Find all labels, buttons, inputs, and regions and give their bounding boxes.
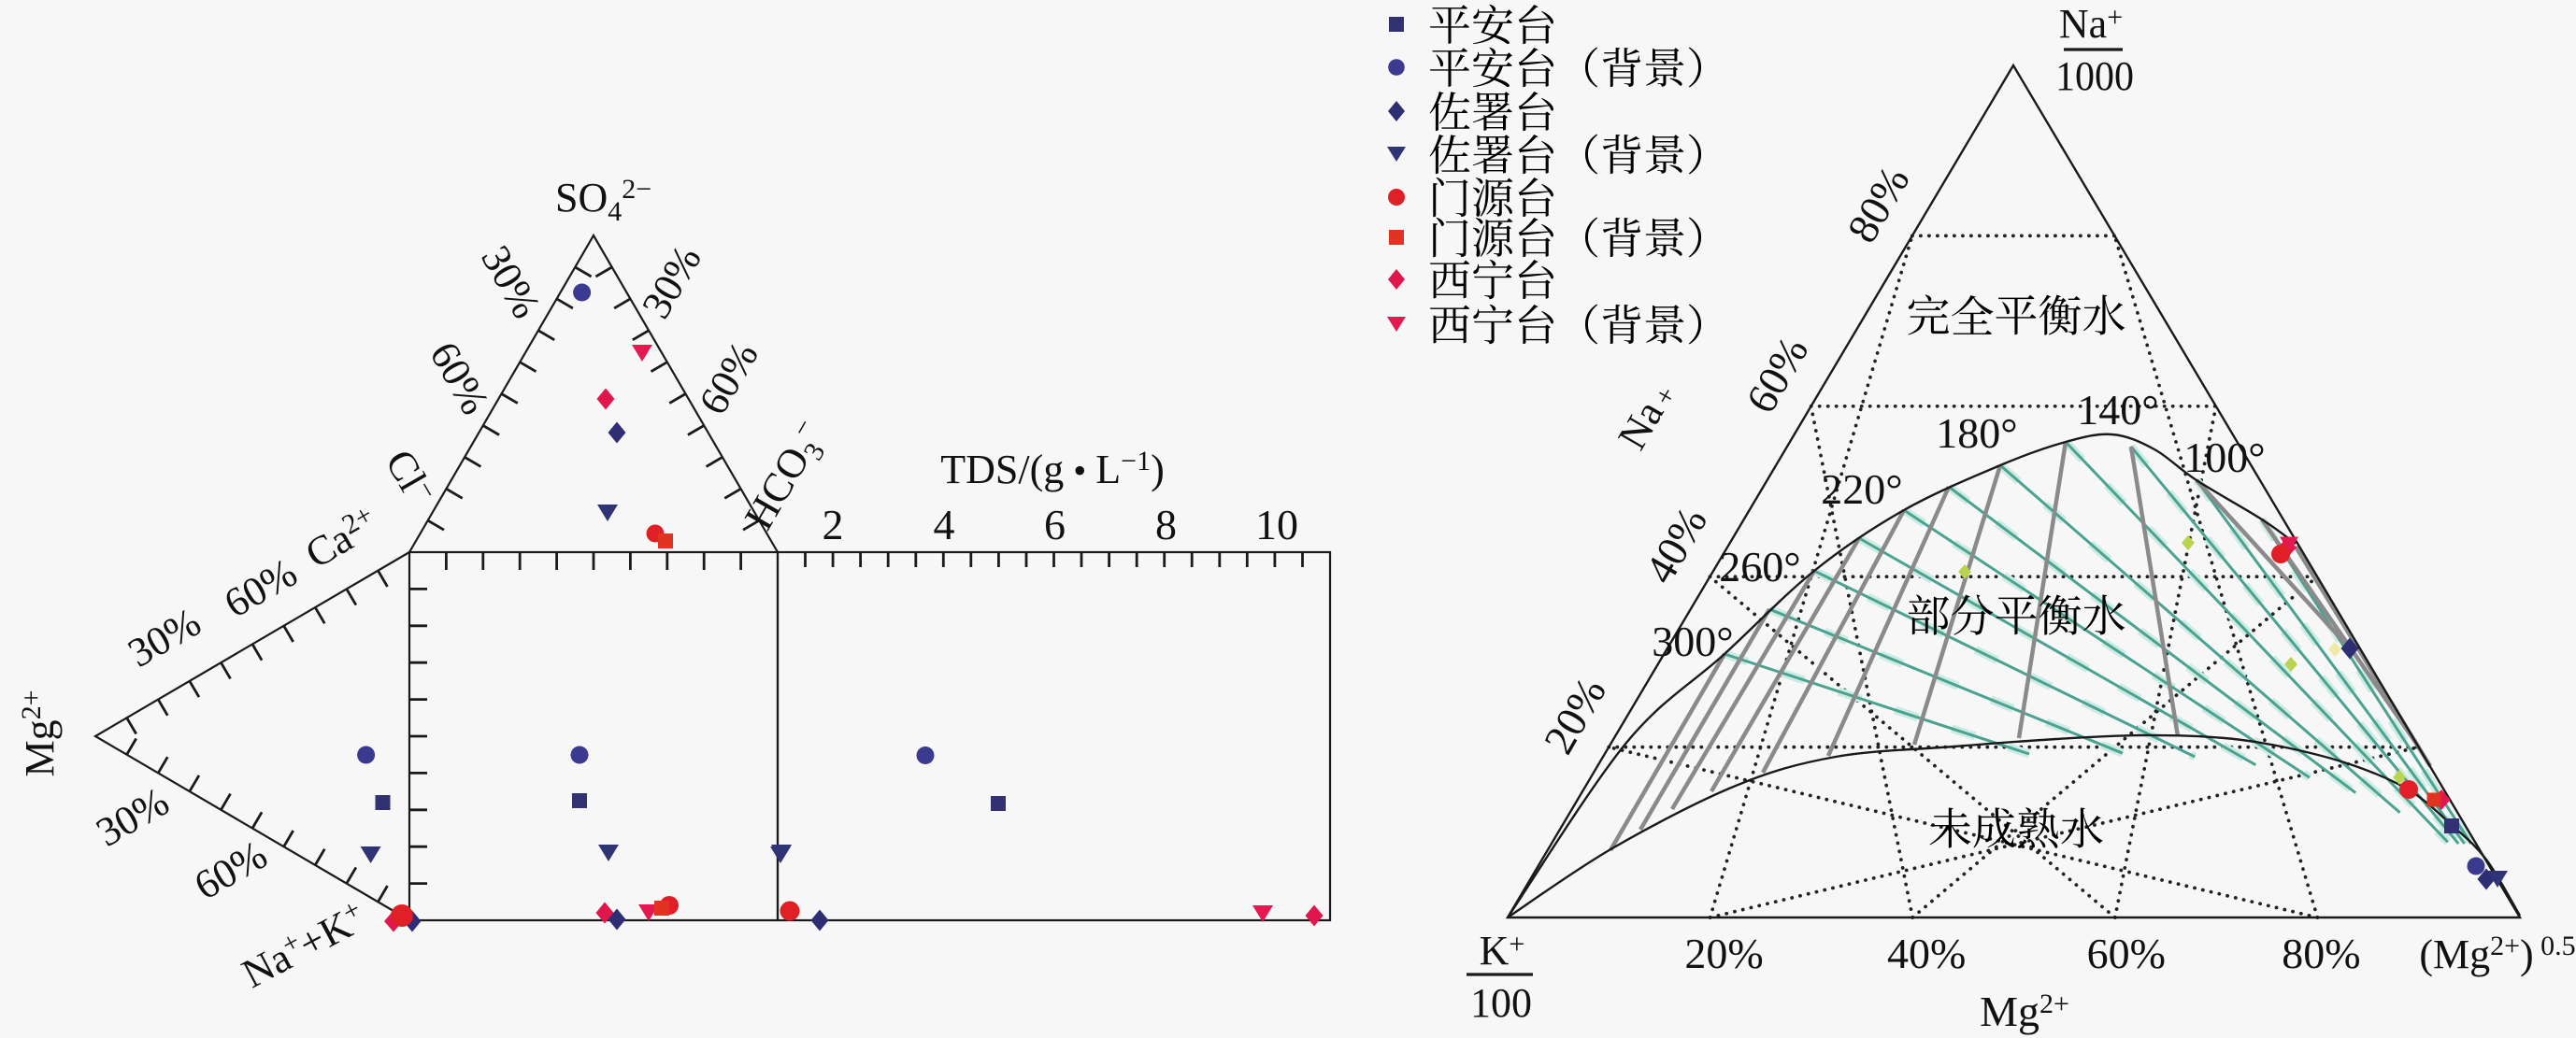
svg-text:100°: 100° bbox=[2183, 434, 2265, 481]
svg-text:260°: 260° bbox=[1719, 543, 1800, 590]
svg-text:40%: 40% bbox=[1887, 930, 1966, 977]
svg-text:6: 6 bbox=[1044, 501, 1066, 548]
svg-text:220°: 220° bbox=[1821, 465, 1902, 513]
svg-text:10: 10 bbox=[1255, 501, 1298, 548]
svg-text:180°: 180° bbox=[1936, 409, 2017, 457]
svg-text:300°: 300° bbox=[1652, 618, 1733, 665]
svg-text:1000: 1000 bbox=[2055, 53, 2134, 99]
svg-text:4: 4 bbox=[934, 501, 955, 548]
svg-text:100: 100 bbox=[1470, 980, 1532, 1026]
svg-text:80%: 80% bbox=[2282, 930, 2360, 977]
svg-text:140°: 140° bbox=[2077, 386, 2158, 434]
svg-text:2: 2 bbox=[823, 501, 844, 548]
svg-text:Mg2+: Mg2+ bbox=[1980, 988, 2069, 1035]
svg-text:20%: 20% bbox=[1684, 930, 1763, 977]
svg-text:8: 8 bbox=[1155, 501, 1177, 548]
svg-text:60%: 60% bbox=[2087, 930, 2166, 977]
svg-text:Mg2+: Mg2+ bbox=[16, 690, 63, 776]
